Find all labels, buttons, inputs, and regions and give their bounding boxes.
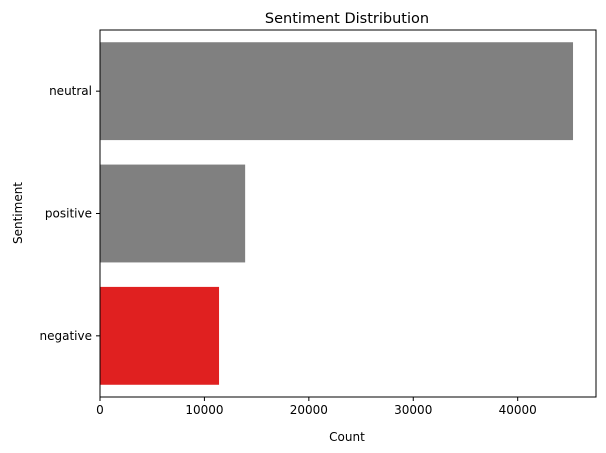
x-tick-label: 20000: [290, 403, 328, 417]
chart-title: Sentiment Distribution: [265, 11, 429, 27]
y-tick-label: neutral: [49, 84, 92, 98]
bar-negative: [100, 286, 220, 385]
x-tick-label: 40000: [499, 403, 537, 417]
x-axis-ticks: 0 10000 20000 30000 40000: [96, 397, 537, 417]
y-tick-label: negative: [40, 329, 92, 343]
x-tick-label: 30000: [394, 403, 432, 417]
y-tick-label: positive: [45, 207, 92, 221]
bar-positive: [100, 164, 246, 263]
y-axis-ticks: neutral positive negative: [40, 84, 100, 343]
bars-group: [100, 42, 574, 385]
x-tick-label: 0: [96, 403, 104, 417]
y-axis-label: Sentiment: [11, 182, 25, 244]
x-axis-label: Count: [329, 430, 365, 444]
x-tick-label: 10000: [185, 403, 223, 417]
bar-neutral: [100, 42, 574, 141]
